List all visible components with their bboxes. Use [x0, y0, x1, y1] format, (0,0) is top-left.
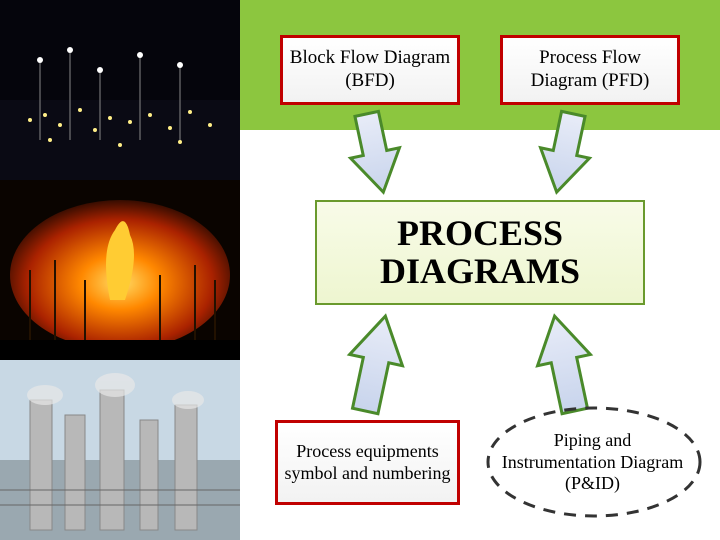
box-pfd: Process Flow Diagram (PFD)	[500, 35, 680, 105]
photo-column	[0, 0, 240, 540]
arrow-equip-up	[340, 310, 410, 420]
box-pid: Piping and Instrumentation Diagram (P&ID…	[500, 420, 685, 505]
box-pfd-label: Process Flow Diagram (PFD)	[507, 47, 673, 93]
box-center-label: PROCESS DIAGRAMS	[317, 215, 643, 291]
arrow-bfd-down	[345, 108, 405, 198]
photo-refinery-night	[0, 0, 240, 180]
box-equip: Process equipments symbol and numbering	[275, 420, 460, 505]
box-bfd-label: Block Flow Diagram (BFD)	[287, 47, 453, 93]
photo-refinery-day	[0, 360, 240, 540]
box-bfd: Block Flow Diagram (BFD)	[280, 35, 460, 105]
diagram-area: Block Flow Diagram (BFD) Process Flow Di…	[240, 0, 720, 540]
box-equip-label: Process equipments symbol and numbering	[282, 441, 453, 484]
box-pid-label: Piping and Instrumentation Diagram (P&ID…	[500, 430, 685, 495]
arrow-pfd-down	[535, 108, 595, 198]
box-center: PROCESS DIAGRAMS	[315, 200, 645, 305]
photo-refinery-fire	[0, 180, 240, 360]
